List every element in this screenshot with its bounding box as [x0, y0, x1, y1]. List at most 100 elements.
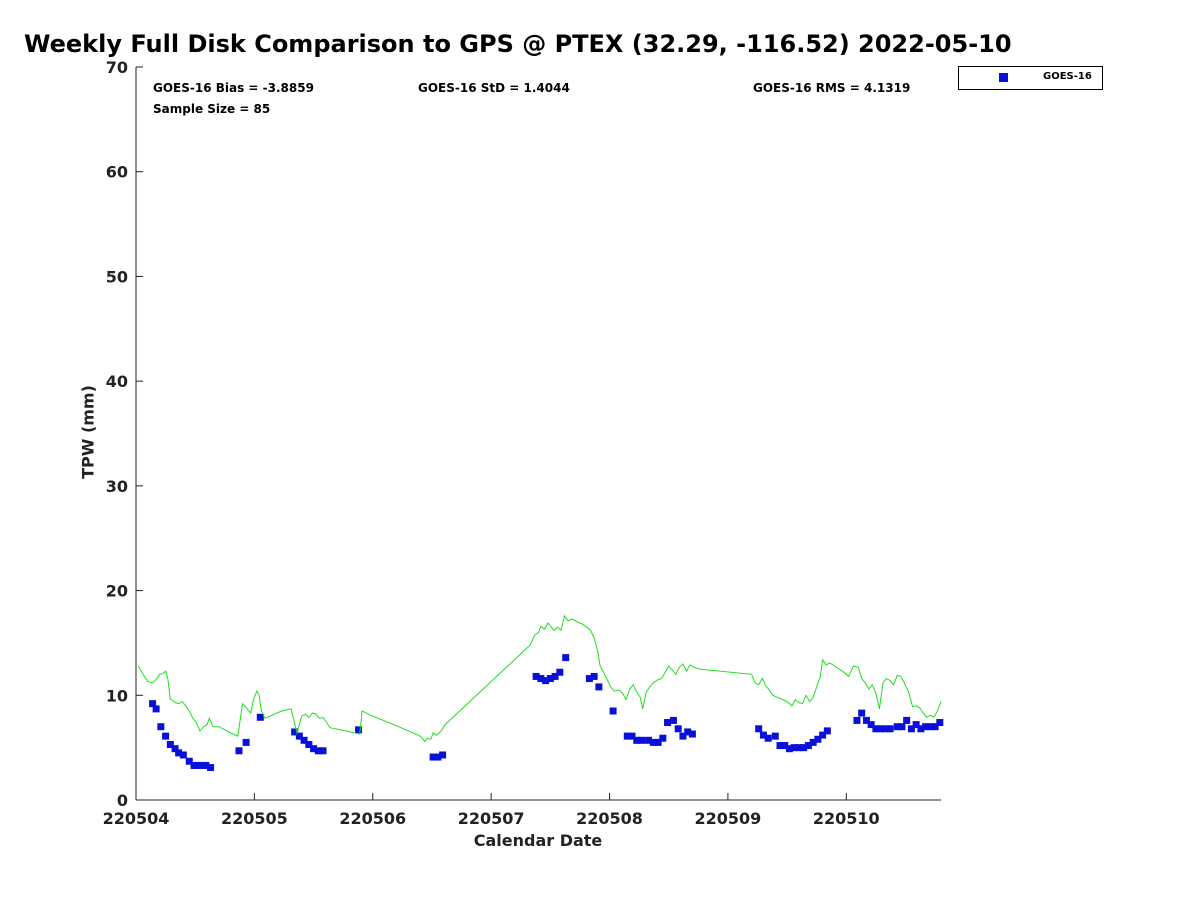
goes16-point	[781, 742, 789, 750]
goes16-point	[926, 723, 934, 731]
goes16-point	[434, 753, 442, 761]
chart-title: Weekly Full Disk Comparison to GPS @ PTE…	[24, 30, 1012, 58]
y-tick-label: 20	[106, 582, 128, 601]
goes16-point	[551, 672, 559, 680]
legend: GOES-16	[958, 66, 1103, 90]
legend-label: GOES-16	[1043, 71, 1092, 82]
goes16-point	[595, 683, 603, 691]
goes16-point	[819, 731, 827, 739]
goes16-point	[785, 745, 793, 753]
goes16-point	[886, 725, 894, 733]
goes16-point	[590, 672, 598, 680]
goes16-point	[439, 751, 447, 759]
x-tick-label: 220505	[221, 809, 288, 828]
goes16-point	[546, 675, 554, 683]
y-tick-label: 40	[106, 372, 128, 391]
goes16-point	[149, 700, 157, 708]
goes16-point	[922, 723, 930, 731]
goes16-point	[542, 677, 550, 685]
goes16-point	[609, 707, 617, 715]
y-tick-label: 60	[106, 163, 128, 182]
goes16-point	[585, 675, 593, 683]
goes16-point	[659, 734, 667, 742]
goes16-point	[556, 668, 564, 676]
goes16-point	[300, 736, 308, 744]
goes16-point	[175, 749, 183, 757]
x-tick-label: 220504	[103, 809, 170, 828]
goes16-point	[310, 745, 318, 753]
goes16-point	[759, 731, 767, 739]
goes16-point	[862, 716, 870, 724]
goes16-point	[814, 735, 822, 743]
goes16-point	[562, 654, 570, 662]
goes16-point	[669, 716, 677, 724]
goes16-point	[166, 741, 174, 749]
goes16-point	[688, 730, 696, 738]
goes16-point	[185, 757, 193, 765]
goes16-point	[532, 672, 540, 680]
goes16-point	[157, 723, 165, 731]
goes16-point	[654, 738, 662, 746]
bias-stat: GOES-16 Bias = -3.8859	[153, 81, 314, 95]
goes16-point	[755, 725, 763, 733]
goes16-point	[795, 744, 803, 752]
x-tick-label: 220510	[813, 809, 880, 828]
x-tick-label: 220508	[576, 809, 643, 828]
goes16-point	[674, 725, 682, 733]
goes16-point	[853, 716, 861, 724]
goes16-point	[684, 728, 692, 736]
goes16-point	[776, 742, 784, 750]
goes16-point	[679, 732, 687, 740]
goes16-point	[809, 738, 817, 746]
goes16-point	[162, 732, 170, 740]
std-stat: GOES-16 StD = 1.4044	[418, 81, 570, 95]
goes16-point	[858, 709, 866, 717]
goes16-point	[429, 753, 437, 761]
goes16-point	[867, 721, 875, 729]
goes16-point	[633, 736, 641, 744]
goes16-point	[771, 732, 779, 740]
goes16-point	[194, 761, 202, 769]
goes16-point	[256, 713, 264, 721]
goes16-point	[628, 732, 636, 740]
rms-stat: GOES-16 RMS = 4.1319	[753, 81, 911, 95]
goes16-point	[190, 761, 198, 769]
goes16-point	[198, 761, 206, 769]
goes16-point	[881, 725, 889, 733]
goes16-point	[305, 741, 313, 749]
goes16-point	[823, 727, 831, 735]
goes16-point	[764, 734, 772, 742]
goes16-point	[295, 732, 303, 740]
y-tick-label: 50	[106, 267, 128, 286]
goes16-point	[893, 723, 901, 731]
goes16-point	[877, 725, 885, 733]
goes16-point	[291, 728, 299, 736]
goes16-point	[790, 744, 798, 752]
goes16-point	[314, 747, 322, 755]
goes16-point	[936, 719, 944, 727]
goes16-point	[931, 723, 939, 731]
goes16-point	[319, 747, 327, 755]
y-tick-label: 10	[106, 686, 128, 705]
goes16-point	[907, 725, 915, 733]
goes16-point	[152, 705, 160, 713]
goes16-point	[355, 726, 363, 734]
goes16-point	[623, 732, 631, 740]
x-axis-label: Calendar Date	[473, 831, 603, 850]
goes16-point	[800, 744, 808, 752]
y-tick-label: 30	[106, 477, 128, 496]
goes16-point	[645, 736, 653, 744]
gps-line	[137, 614, 942, 743]
goes16-point	[242, 738, 250, 746]
y-tick-label: 70	[106, 58, 128, 77]
x-tick-label: 220509	[695, 809, 762, 828]
sample-size-stat: Sample Size = 85	[153, 102, 271, 116]
goes16-point	[171, 745, 179, 753]
goes16-point	[202, 761, 210, 769]
legend-marker	[999, 73, 1008, 82]
goes16-point	[912, 721, 920, 729]
goes16-point	[804, 742, 812, 750]
goes16-point	[637, 736, 645, 744]
goes16-point	[537, 675, 545, 683]
